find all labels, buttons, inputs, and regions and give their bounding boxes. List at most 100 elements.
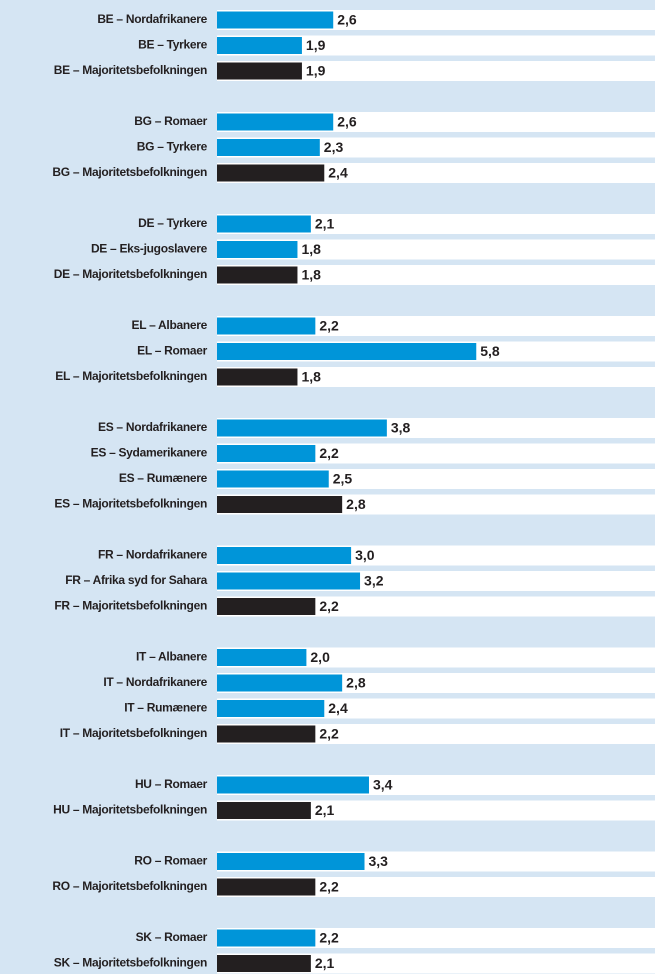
category-label: IT – Albanere bbox=[136, 650, 208, 664]
value-label: 5,8 bbox=[480, 343, 500, 359]
value-label: 1,9 bbox=[306, 37, 326, 53]
category-label: SK – Romaer bbox=[136, 930, 208, 944]
row-band bbox=[217, 928, 655, 948]
row-band bbox=[217, 35, 655, 56]
category-label: ES – Sydamerikanere bbox=[91, 446, 208, 460]
bar bbox=[217, 343, 477, 360]
value-label: 1,9 bbox=[306, 63, 326, 79]
category-label: DE – Majoritetsbefolkningen bbox=[54, 267, 207, 281]
bar bbox=[217, 317, 316, 335]
row-band bbox=[217, 698, 655, 719]
category-label: HU – Romaer bbox=[135, 777, 208, 791]
row-band bbox=[217, 877, 655, 897]
row-band bbox=[217, 953, 655, 974]
value-label: 2,2 bbox=[319, 598, 339, 614]
bar bbox=[217, 649, 307, 666]
bar bbox=[217, 215, 311, 233]
value-label: 2,2 bbox=[319, 726, 339, 742]
value-label: 2,8 bbox=[346, 675, 366, 691]
bar bbox=[217, 164, 325, 182]
value-label: 2,1 bbox=[315, 955, 335, 971]
value-label: 2,2 bbox=[319, 930, 339, 946]
value-label: 3,8 bbox=[391, 420, 411, 436]
row-band bbox=[217, 724, 655, 744]
category-label: IT – Rumænere bbox=[124, 701, 207, 715]
bar bbox=[217, 878, 316, 896]
value-label: 2,2 bbox=[319, 318, 339, 334]
bar bbox=[217, 674, 343, 692]
category-label: BG – Majoritetsbefolkningen bbox=[52, 165, 207, 179]
row-band bbox=[217, 61, 655, 81]
bar bbox=[217, 929, 316, 947]
value-label: 2,2 bbox=[319, 445, 339, 461]
value-label: 1,8 bbox=[301, 241, 321, 257]
bar bbox=[217, 802, 311, 819]
row-band bbox=[217, 367, 655, 387]
value-label: 2,2 bbox=[319, 879, 339, 895]
category-label: ES – Rumænere bbox=[119, 471, 208, 485]
category-label: EL – Majoritetsbefolkningen bbox=[55, 369, 207, 383]
value-label: 2,1 bbox=[315, 216, 335, 232]
bar bbox=[217, 62, 302, 80]
category-label: FR – Afrika syd for Sahara bbox=[65, 573, 207, 587]
bar bbox=[217, 853, 365, 870]
value-label: 2,3 bbox=[324, 139, 344, 155]
category-label: IT – Majoritetsbefolkningen bbox=[60, 726, 207, 740]
value-label: 2,1 bbox=[315, 802, 335, 818]
row-band bbox=[217, 265, 655, 285]
value-label: 2,5 bbox=[333, 471, 353, 487]
row-band bbox=[217, 239, 655, 260]
value-label: 3,4 bbox=[373, 777, 393, 793]
category-label: DE – Tyrkere bbox=[138, 216, 208, 230]
category-label: BG – Tyrkere bbox=[137, 140, 208, 154]
value-label: 1,8 bbox=[301, 267, 321, 283]
category-label: FR – Majoritetsbefolkningen bbox=[54, 599, 207, 613]
bar bbox=[217, 241, 298, 258]
row-band bbox=[217, 443, 655, 464]
value-label: 2,0 bbox=[310, 649, 330, 665]
category-label: ES – Majoritetsbefolkningen bbox=[54, 497, 207, 511]
bar bbox=[217, 547, 352, 564]
bar bbox=[217, 700, 325, 717]
row-band bbox=[217, 647, 655, 668]
row-band bbox=[217, 137, 655, 158]
category-label: RO – Romaer bbox=[134, 854, 207, 868]
bar bbox=[217, 11, 334, 29]
value-label: 2,6 bbox=[337, 114, 357, 130]
bar bbox=[217, 266, 298, 284]
category-label: EL – Romaer bbox=[137, 344, 207, 358]
value-label: 2,4 bbox=[328, 165, 348, 181]
value-label: 1,8 bbox=[301, 369, 321, 385]
bar bbox=[217, 572, 361, 590]
category-label: BE – Majoritetsbefolkningen bbox=[54, 63, 207, 77]
row-band bbox=[217, 163, 655, 183]
category-label: EL – Albanere bbox=[132, 318, 208, 332]
bar bbox=[217, 37, 302, 54]
bar bbox=[217, 955, 311, 972]
category-label: BE – Nordafrikanere bbox=[97, 12, 207, 26]
bar bbox=[217, 776, 369, 794]
value-label: 3,3 bbox=[369, 853, 389, 869]
category-label: BG – Romaer bbox=[134, 114, 207, 128]
bar bbox=[217, 496, 343, 513]
category-label: SK – Majoritetsbefolkningen bbox=[54, 956, 207, 970]
bar bbox=[217, 368, 298, 386]
value-label: 2,8 bbox=[346, 496, 366, 512]
category-label: RO – Majoritetsbefolkningen bbox=[52, 879, 207, 893]
category-label: HU – Majoritetsbefolkningen bbox=[53, 803, 207, 817]
category-label: FR – Nordafrikanere bbox=[98, 548, 208, 562]
value-label: 3,0 bbox=[355, 547, 375, 563]
bar bbox=[217, 725, 316, 743]
bar bbox=[217, 139, 320, 156]
bar bbox=[217, 419, 387, 437]
row-band bbox=[217, 316, 655, 336]
row-band bbox=[217, 214, 655, 234]
value-label: 3,2 bbox=[364, 573, 384, 589]
category-label: IT – Nordafrikanere bbox=[103, 675, 207, 689]
row-band bbox=[217, 596, 655, 617]
category-label: DE – Eks-jugoslavere bbox=[91, 242, 208, 256]
value-label: 2,6 bbox=[337, 12, 357, 28]
bar bbox=[217, 470, 329, 488]
bar bbox=[217, 445, 316, 462]
